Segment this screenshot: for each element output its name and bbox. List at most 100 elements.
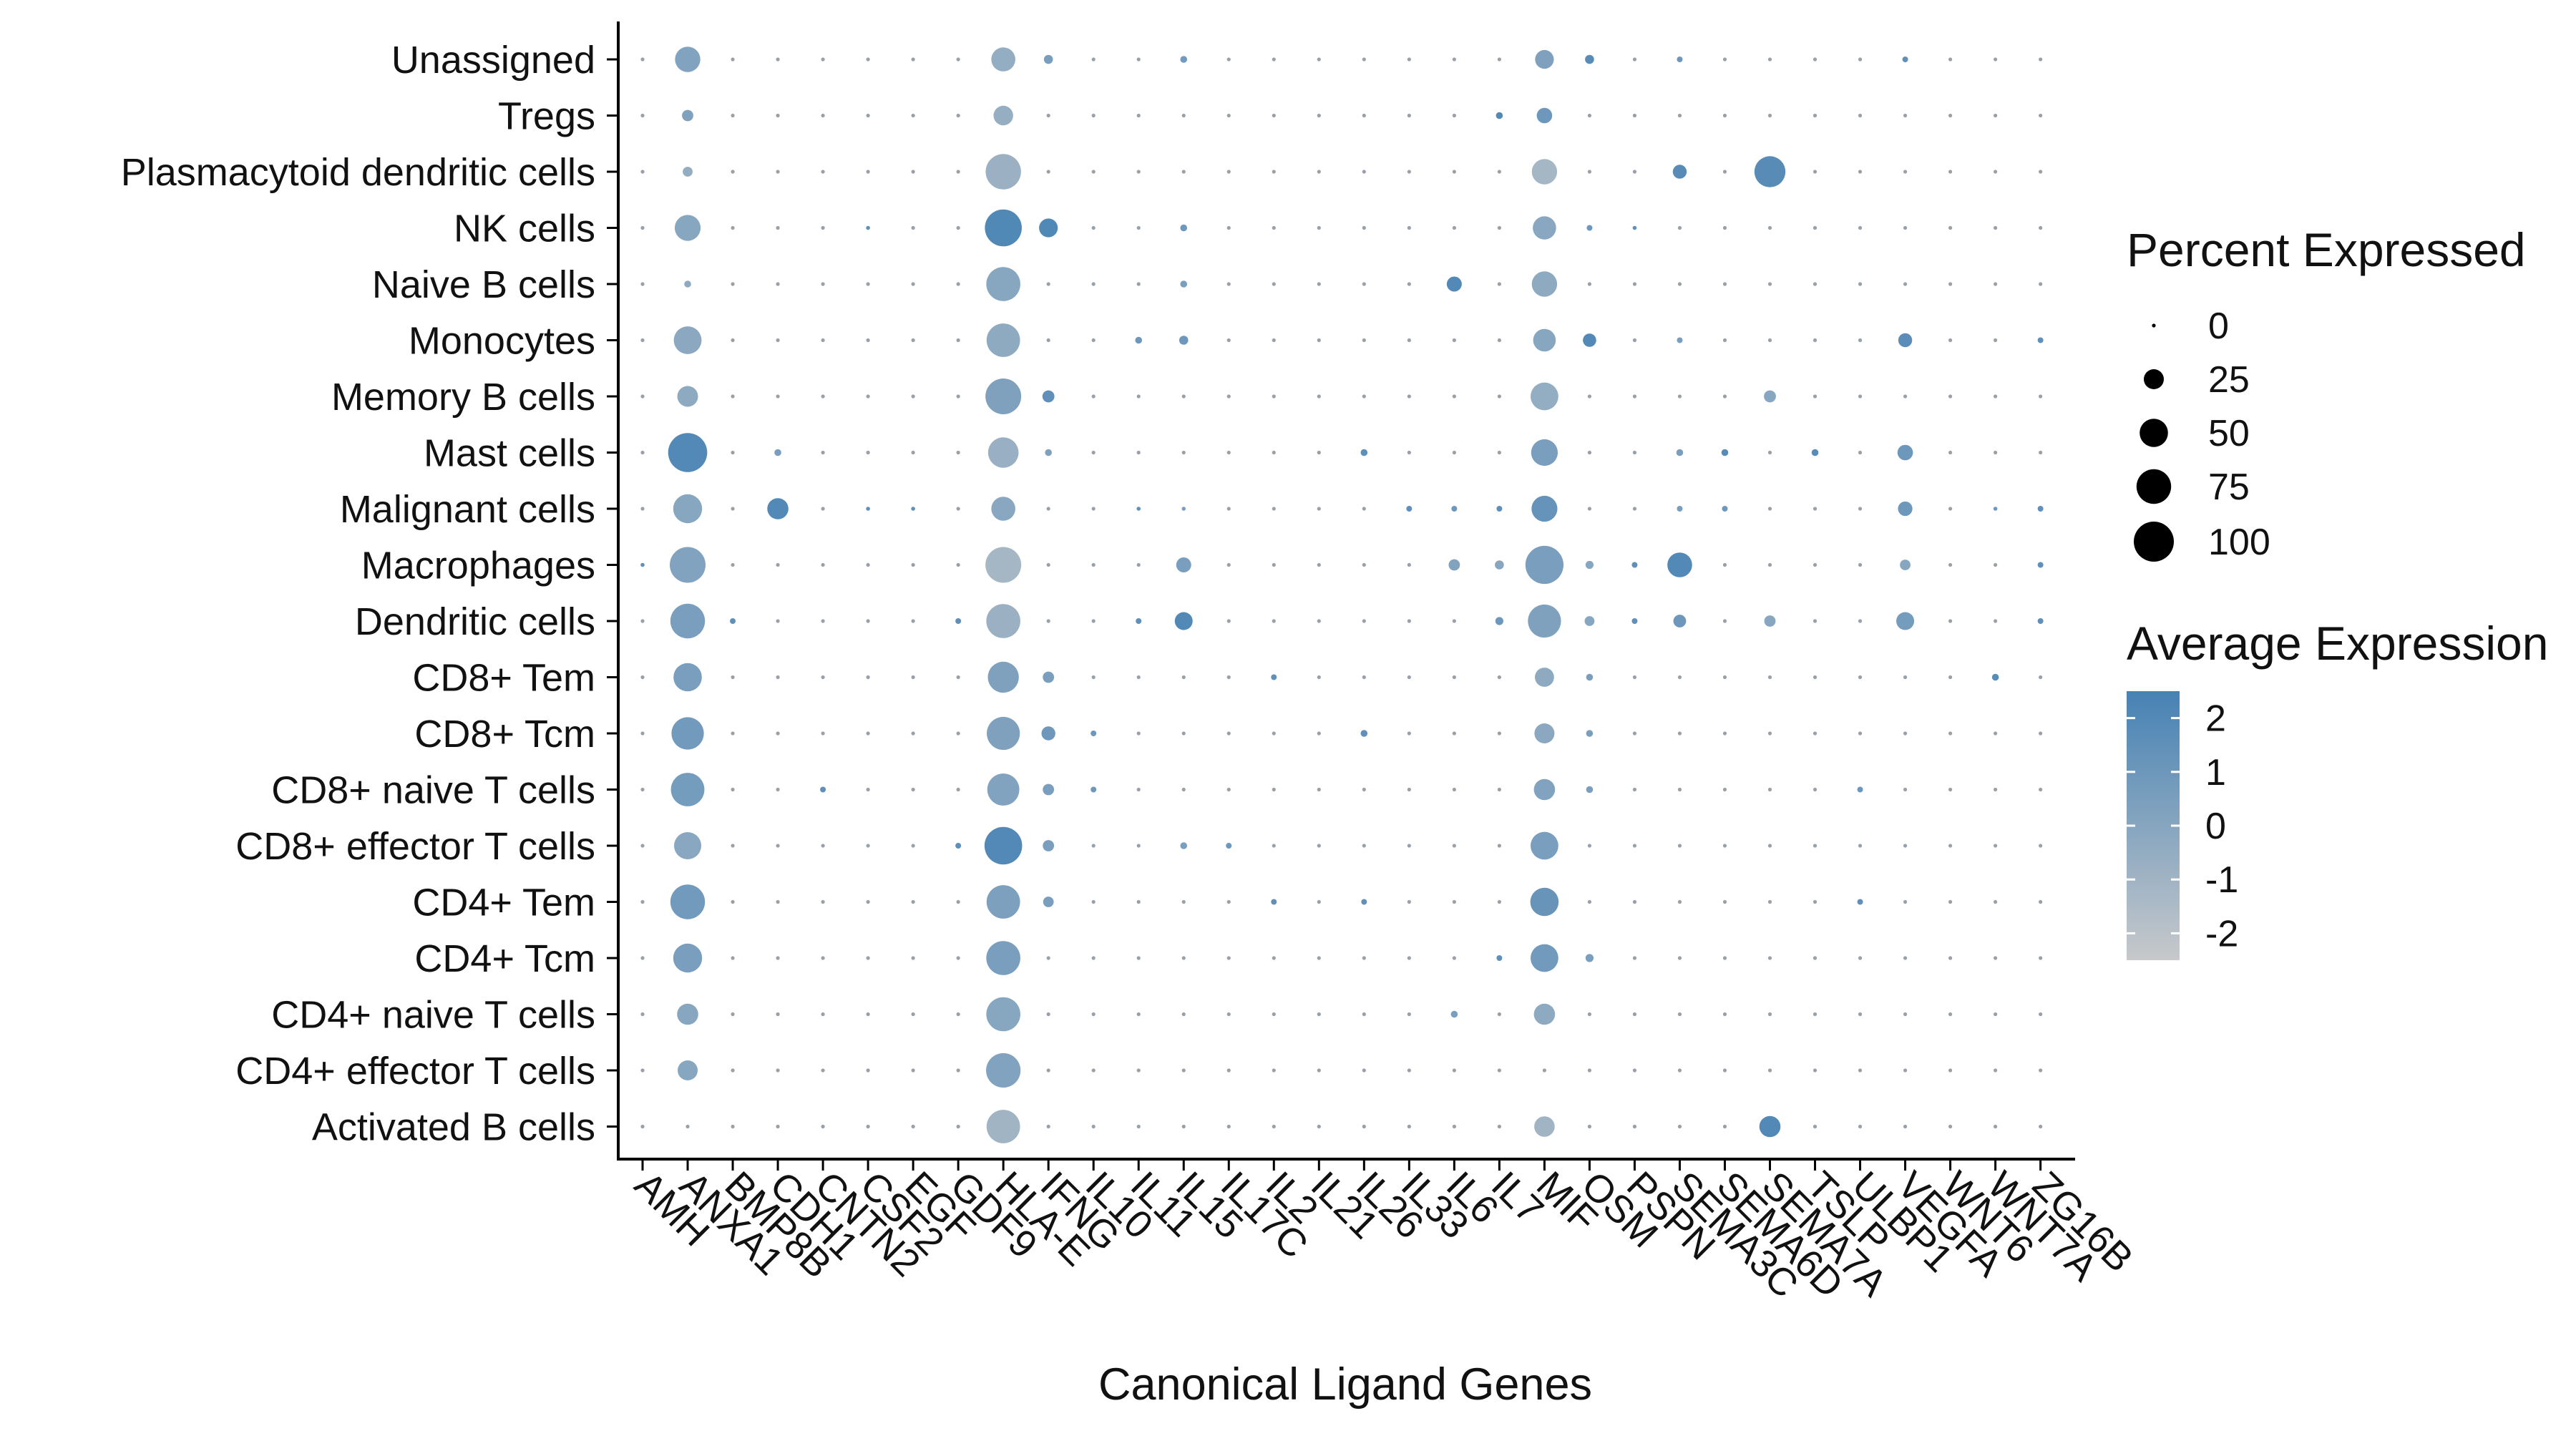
dot-BMP8B (730, 618, 736, 624)
dot-EGF-empty (911, 675, 915, 680)
dot-WNT7A (1991, 673, 1999, 681)
dot-WNT7A-empty (1994, 338, 1998, 343)
dot-IL2-empty (1272, 562, 1276, 567)
dot-WNT6-empty (1948, 338, 1953, 343)
dot-IFNG-empty (1046, 619, 1050, 623)
dot-WNT7A-empty (1994, 899, 1998, 904)
dot-CSF2-empty (866, 731, 870, 736)
dot-PSPN-empty (1632, 282, 1637, 286)
dot-IFNG-empty (1046, 338, 1050, 343)
dot-IL2 (1271, 899, 1277, 905)
dot-IL2-empty (1272, 338, 1276, 343)
dot-IL11-empty (1136, 282, 1141, 286)
dot-IL7 (1495, 617, 1503, 625)
dot-SEMA7A-empty (1767, 338, 1772, 343)
dot-HLA-E (993, 105, 1013, 126)
dot-VEGFA-empty (1903, 731, 1908, 736)
y-tick-label: CD8+ naive T cells (271, 769, 595, 812)
dot-IL10-empty (1091, 225, 1096, 230)
dot-BMP8B-empty (731, 1068, 735, 1073)
y-tick-label: Unassigned (391, 39, 595, 82)
dot-IL17C-empty (1226, 507, 1231, 511)
dot-IL26-empty (1362, 619, 1366, 623)
dot-SEMA6D-empty (1722, 394, 1727, 399)
dot-IL15 (1180, 280, 1188, 288)
dot-TSLP-empty (1813, 394, 1818, 399)
dot-CNTN2-empty (821, 282, 825, 286)
dot-IL10-empty (1091, 338, 1096, 343)
dot-IL21-empty (1317, 844, 1321, 848)
dot-WNT6-empty (1948, 507, 1953, 511)
dot-IL7-empty (1497, 394, 1501, 399)
x-axis-title: Canonical Ligand Genes (1098, 1359, 1592, 1410)
y-tick-label: Malignant cells (340, 488, 595, 531)
dot-ANXA1 (674, 832, 702, 859)
dot-CNTN2-empty (821, 619, 825, 623)
dot-ULBP1-empty (1858, 450, 1863, 455)
dot-IL15-empty (1181, 956, 1186, 960)
y-tick-label: CD4+ Tem (412, 881, 595, 924)
legend-average-expression: Average Expression 2 1 0 -1 -2 (2127, 617, 2548, 960)
dot-IL11-empty (1136, 1068, 1141, 1073)
dot-BMP8B-empty (731, 844, 735, 848)
dot-CNTN2-empty (821, 450, 825, 455)
dot-ANXA1-empty (686, 1124, 690, 1129)
dot-SEMA6D-empty (1722, 338, 1727, 343)
dot-ZG16B-empty (2039, 170, 2043, 174)
dot-PSPN-empty (1632, 1068, 1637, 1073)
dot-OSM-empty (1587, 113, 1592, 118)
dot-IL7-empty (1497, 731, 1501, 736)
dot-SEMA3C-empty (1677, 225, 1682, 230)
dot-IL2-empty (1272, 170, 1276, 174)
dot-IL21-empty (1317, 956, 1321, 960)
dot-SEMA3C-empty (1677, 113, 1682, 118)
dot-SEMA7A-empty (1767, 282, 1772, 286)
dot-IL17C (1226, 843, 1232, 849)
dot-BMP8B-empty (731, 170, 735, 174)
dot-SEMA7A-empty (1767, 787, 1772, 792)
dot-AMH-empty (640, 844, 645, 848)
dot-TSLP-empty (1813, 225, 1818, 230)
dot-GDF9-empty (956, 57, 960, 62)
dot-IL10-empty (1091, 57, 1096, 62)
dot-ULBP1-empty (1858, 1124, 1863, 1129)
dot-IL2-empty (1272, 787, 1276, 792)
dot-IL2-empty (1272, 225, 1276, 230)
dot-ULBP1-empty (1858, 562, 1863, 567)
dot-IL2-empty (1272, 394, 1276, 399)
dot-IL26-empty (1362, 956, 1366, 960)
y-tick-label: CD8+ Tem (412, 657, 595, 700)
y-tick-label: CD4+ Tcm (414, 937, 595, 980)
dot-MIF (1536, 107, 1553, 124)
dot-MIF-empty (1542, 1068, 1546, 1073)
dot-TSLP-empty (1813, 619, 1818, 623)
dot-SEMA6D-empty (1722, 562, 1727, 567)
dot-IL11-empty (1136, 787, 1141, 792)
dot-HLA-E (986, 885, 1020, 919)
dot-IL15-empty (1181, 1012, 1186, 1017)
legend-percent-expressed: Percent Expressed 0 25 50 75 100 (2127, 223, 2526, 563)
dot-IL17C-empty (1226, 394, 1231, 399)
dot-ULBP1-empty (1858, 170, 1863, 174)
dot-VEGFA-empty (1903, 1012, 1908, 1017)
dot-IL7-empty (1497, 170, 1501, 174)
dot-WNT6-empty (1948, 394, 1953, 399)
y-tick-label: Tregs (498, 95, 595, 138)
dot-IL7 (1496, 955, 1503, 961)
dot-CSF2-empty (866, 170, 870, 174)
dot-CSF2-empty (866, 57, 870, 62)
dot-HLA-E (987, 716, 1020, 751)
dot-IL17C-empty (1226, 450, 1231, 455)
dot-IL33-empty (1407, 225, 1411, 230)
dot-CNTN2-empty (821, 844, 825, 848)
dot-SEMA7A-empty (1767, 57, 1772, 62)
dot-SEMA6D-empty (1722, 1124, 1727, 1129)
dot-TSLP-empty (1813, 675, 1818, 680)
dot-SEMA7A (1754, 156, 1786, 187)
dot-IFNG (1043, 840, 1055, 851)
dot-IL6-empty (1452, 844, 1456, 848)
dot-OSM (1586, 225, 1593, 231)
dot-VEGFA-empty (1903, 170, 1908, 174)
dot-IL11-empty (1136, 450, 1141, 455)
dot-ANXA1 (673, 326, 702, 354)
